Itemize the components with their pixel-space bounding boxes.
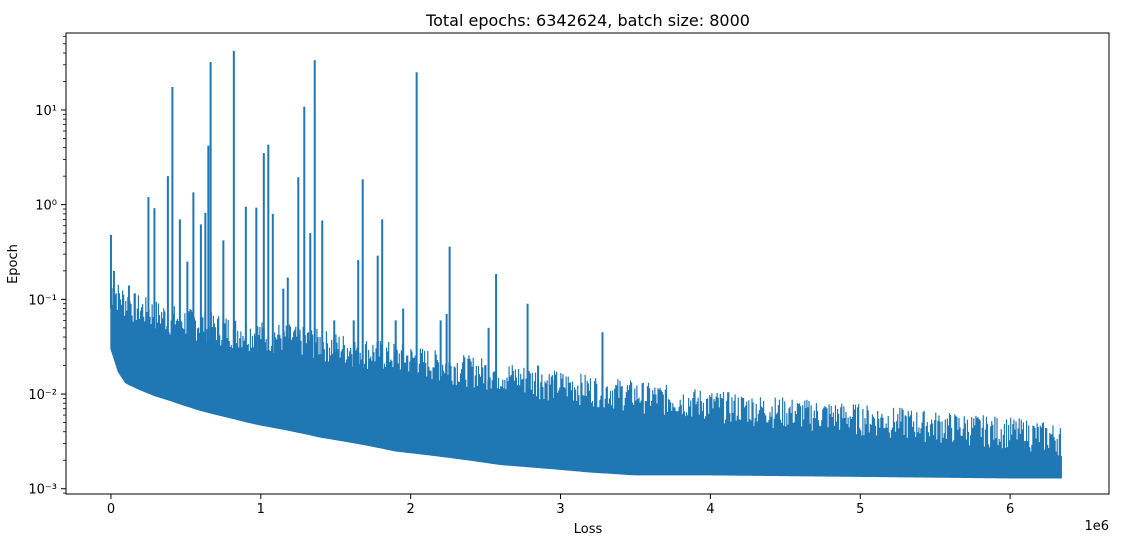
x-tick-label: 3 <box>556 502 564 517</box>
y-axis-label: Epoch <box>6 244 21 284</box>
series-texture <box>110 284 1061 478</box>
plot-frame <box>65 32 1110 495</box>
x-axis: 0 1 2 3 4 5 6 <box>107 494 1014 517</box>
y-tick-label: 10⁻² <box>28 388 57 403</box>
y-tick-label: 10⁻¹ <box>28 293 57 308</box>
x-tick-label: 2 <box>407 502 415 517</box>
y-tick-label: 10⁻³ <box>28 483 57 498</box>
y-axis: 10⁻³ 10⁻² 10⁻¹ 10⁰ 10¹ <box>28 35 66 498</box>
y-tick-label: 10¹ <box>35 104 57 119</box>
x-tick-label: 5 <box>856 502 864 517</box>
x-tick-label: 6 <box>1006 502 1014 517</box>
x-axis-label: Loss <box>574 522 603 537</box>
chart-title: Total epochs: 6342624, batch size: 8000 <box>425 11 750 30</box>
plot-area <box>109 50 1062 479</box>
x-tick-label: 4 <box>706 502 714 517</box>
y-tick-label: 10⁰ <box>35 199 57 214</box>
x-offset-label: 1e6 <box>1084 519 1109 534</box>
x-tick-label: 1 <box>257 502 265 517</box>
x-tick-label: 0 <box>107 502 115 517</box>
